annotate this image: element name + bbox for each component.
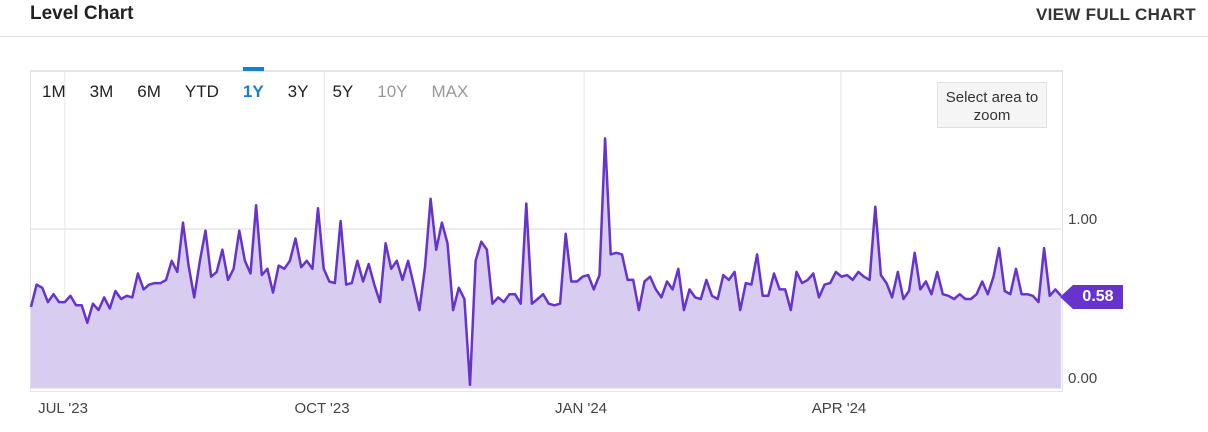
view-full-chart-link[interactable]: VIEW FULL CHART: [1035, 5, 1196, 24]
tab-10y: 10Y: [377, 82, 408, 101]
tab-5y[interactable]: 5Y: [332, 82, 354, 101]
x-tick-label: APR '24: [811, 400, 867, 417]
tab-3y[interactable]: 3Y: [287, 82, 309, 101]
current-value: 0.58: [1073, 285, 1123, 309]
badge-arrow: [1060, 285, 1073, 309]
tab-3m[interactable]: 3M: [89, 82, 114, 101]
x-tick-label: JAN '24: [554, 400, 608, 417]
range-tabs: 1M 3M 6M YTD 1Y 3Y 5Y 10Y MAX: [42, 67, 492, 102]
x-tick-label: OCT '23: [294, 400, 350, 417]
area-fill: [31, 138, 1061, 388]
y-tick-label: 0.00: [1068, 370, 1098, 387]
tab-1y[interactable]: 1Y: [242, 67, 264, 101]
tab-6m[interactable]: 6M: [137, 82, 161, 101]
section-title: Level Chart: [30, 3, 134, 24]
tab-1m[interactable]: 1M: [42, 82, 66, 101]
zoom-hint: Select area to zoom: [937, 82, 1047, 128]
y-tick-label: 1.00: [1068, 211, 1098, 228]
chart-frame: [30, 70, 1063, 392]
tab-ytd[interactable]: YTD: [184, 82, 219, 101]
tab-max: MAX: [431, 82, 469, 101]
x-tick-label: JUL '23: [38, 400, 88, 417]
header-divider: [0, 36, 1208, 37]
level-series-line: [29, 137, 1062, 387]
